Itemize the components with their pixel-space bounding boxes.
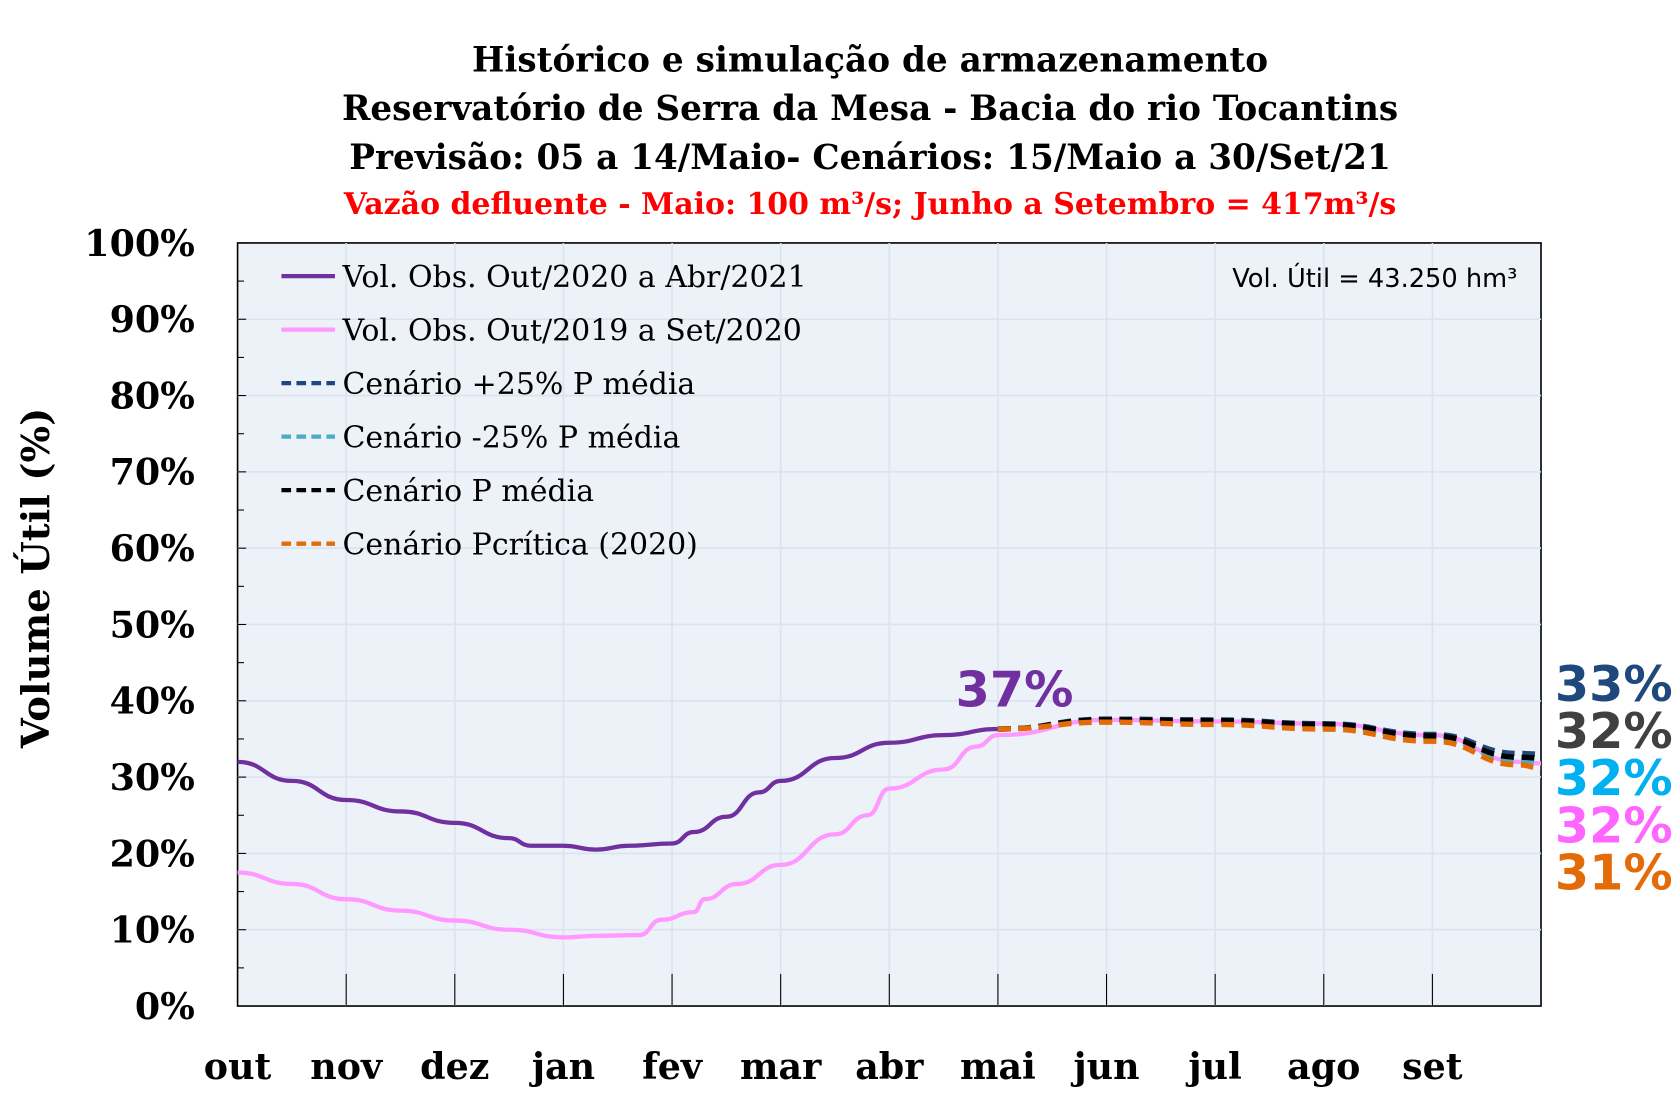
- x-tick-label: abr: [855, 1045, 924, 1088]
- legend-label: Cenário -25% P média: [342, 420, 680, 455]
- end-label: 32%: [1555, 702, 1673, 760]
- y-tick-label: 50%: [110, 603, 195, 646]
- x-tick-label: set: [1402, 1045, 1463, 1088]
- chart-subtitle-2: Previsão: 05 a 14/Maio- Cenários: 15/Mai…: [349, 138, 1391, 178]
- y-tick-label: 10%: [110, 909, 195, 952]
- chart-subtitle-1: Reservatório de Serra da Mesa - Bacia do…: [342, 89, 1398, 129]
- end-label: 32%: [1555, 749, 1673, 807]
- x-tick-label: jul: [1185, 1045, 1241, 1088]
- y-tick-label: 80%: [110, 374, 195, 417]
- end-label: 32%: [1555, 796, 1673, 854]
- legend-label: Cenário +25% P média: [342, 367, 695, 402]
- legend-label: Vol. Obs. Out/2019 a Set/2020: [341, 313, 801, 348]
- y-tick-label: 30%: [110, 756, 195, 799]
- y-tick-label: 40%: [110, 680, 195, 723]
- x-tick-label: mar: [740, 1045, 822, 1088]
- point-label-37: 37%: [956, 660, 1074, 718]
- chart-title: Histórico e simulação de armazenamento: [472, 41, 1268, 81]
- y-tick-label: 0%: [135, 985, 195, 1028]
- x-tick-label: fev: [642, 1045, 704, 1088]
- y-tick-label: 60%: [110, 527, 195, 570]
- x-tick-label: ago: [1287, 1045, 1360, 1088]
- x-tick-label: dez: [420, 1045, 489, 1088]
- end-label: 33%: [1555, 655, 1673, 713]
- x-tick-label: jun: [1071, 1045, 1140, 1088]
- end-label: 31%: [1555, 843, 1673, 901]
- x-tick-label: mai: [960, 1045, 1036, 1088]
- x-tick-label: nov: [310, 1045, 384, 1088]
- series-line-0: [237, 726, 998, 852]
- y-axis-label: Volume Útil (%): [12, 408, 59, 749]
- x-tick-label: out: [204, 1045, 272, 1088]
- y-tick-label: 20%: [110, 832, 195, 875]
- vol-util-annotation: Vol. Útil = 43.250 hm³: [1232, 262, 1517, 294]
- legend-label: Cenário P média: [342, 474, 594, 509]
- y-tick-label: 70%: [110, 451, 195, 494]
- chart-subtitle-red: Vazão defluente - Maio: 100 m³/s; Junho …: [343, 187, 1397, 222]
- y-tick-label: 90%: [110, 298, 195, 341]
- y-tick-label: 100%: [84, 222, 194, 265]
- x-tick-label: jan: [529, 1045, 595, 1088]
- legend-label: Cenário Pcrítica (2020): [342, 527, 697, 562]
- series-line-5: [997, 719, 1542, 771]
- legend-label: Vol. Obs. Out/2020 a Abr/2021: [341, 260, 806, 295]
